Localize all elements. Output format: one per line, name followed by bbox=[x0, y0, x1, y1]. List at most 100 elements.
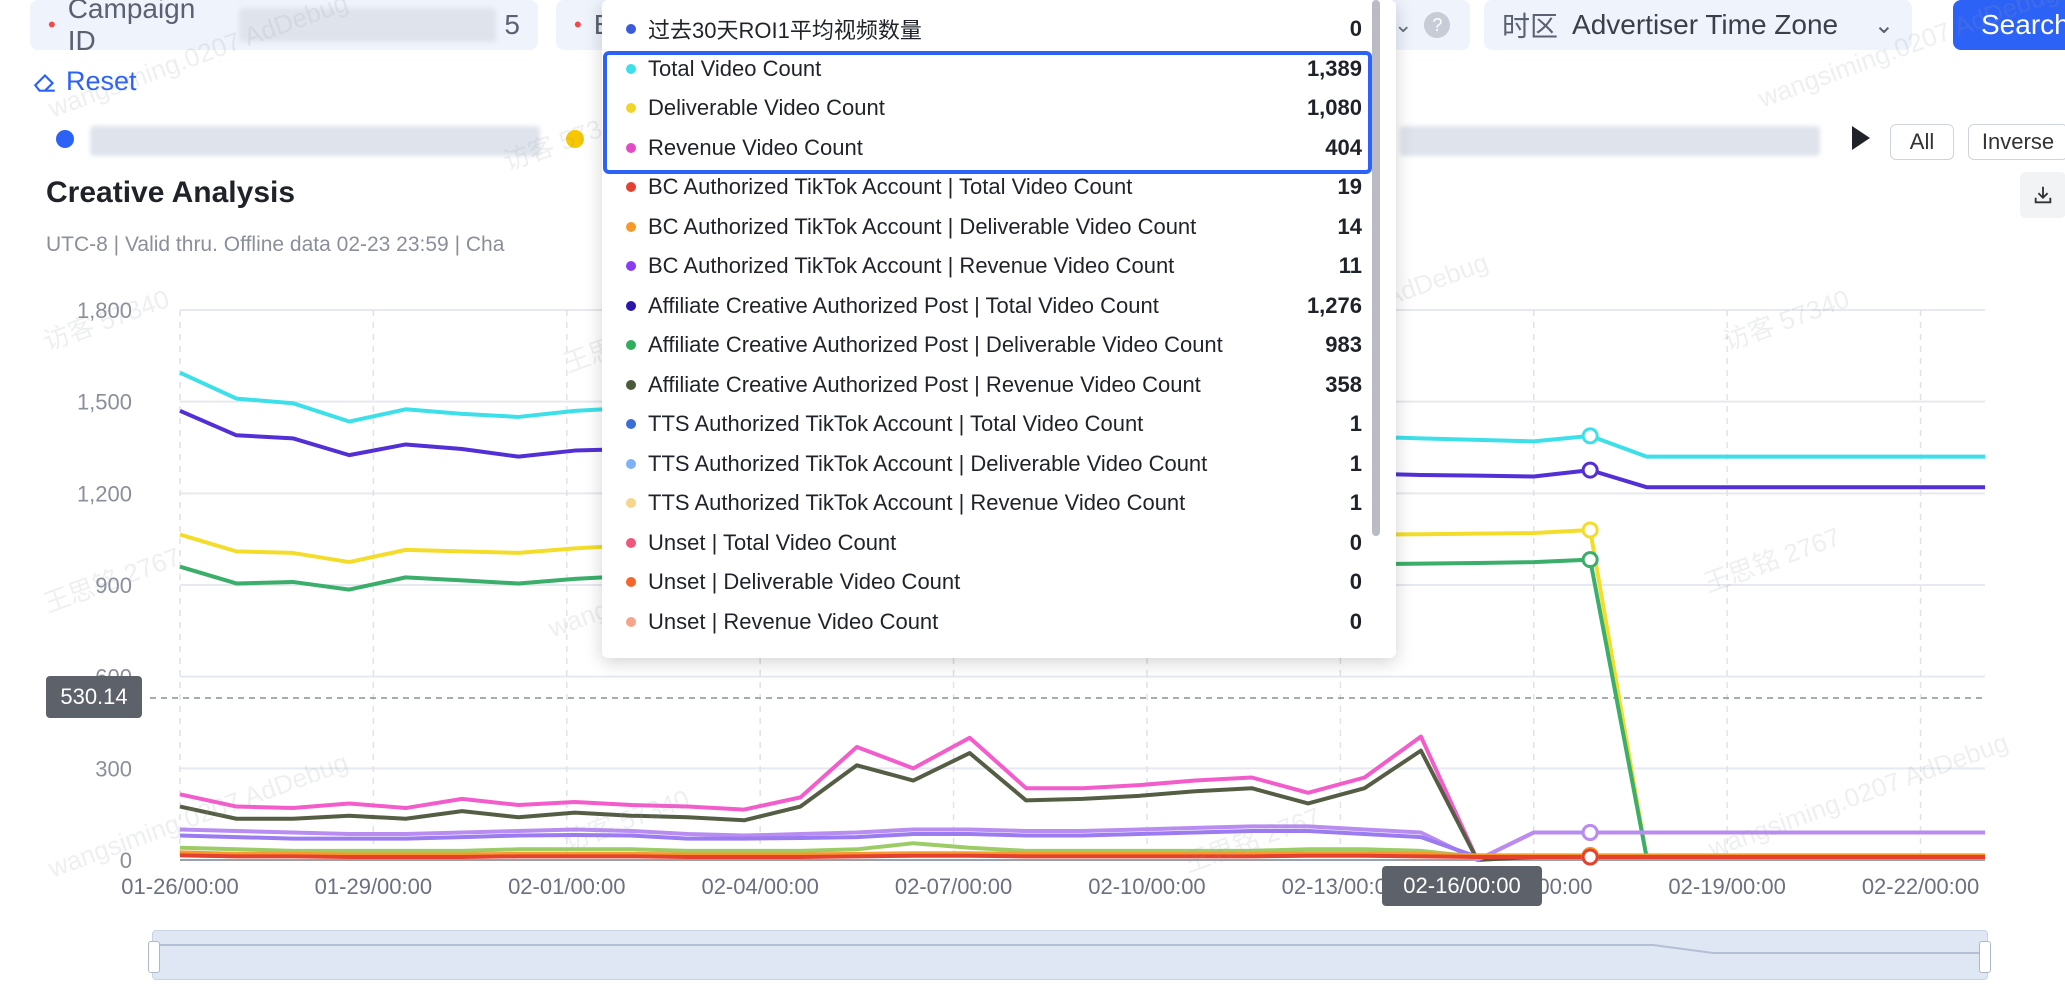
y-tick-label: 0 bbox=[120, 848, 132, 873]
search-button[interactable]: Search bbox=[1953, 0, 2065, 50]
slider-left-handle[interactable] bbox=[148, 941, 160, 973]
hover-point-affiliate_total bbox=[1581, 461, 1599, 479]
campaign-id-label: Campaign ID bbox=[67, 0, 196, 56]
chevron-down-icon: ⌄ bbox=[1394, 12, 1413, 37]
series-label: TTS Authorized TikTok Account | Total Vi… bbox=[648, 411, 1144, 436]
series-label: Affiliate Creative Authorized Post | Rev… bbox=[648, 371, 1201, 397]
series-dot bbox=[626, 379, 636, 390]
hover-point-bc_revenue_purple bbox=[1581, 824, 1599, 841]
series-line-bc_revenue_purple bbox=[179, 824, 1985, 862]
chart-tooltip: 过去30天ROI1平均视频数量 0 Total Video Count 1,389 De… bbox=[602, 0, 1396, 658]
legend-all-button[interactable]: All bbox=[1890, 124, 1954, 160]
series-line-affiliate_revenue bbox=[179, 748, 1985, 862]
series-value: 1,389 bbox=[1306, 55, 1362, 81]
series-dot bbox=[626, 103, 636, 113]
legend-next-icon[interactable] bbox=[1852, 126, 1870, 150]
series-label: BC Authorized TikTok Account | Revenue V… bbox=[648, 253, 1175, 278]
hover-point-misc_red bbox=[1581, 848, 1599, 866]
series-dot bbox=[626, 142, 636, 153]
tooltip-row: TTS Authorized TikTok Account | Total Vi… bbox=[626, 404, 1362, 444]
series-value: 1 bbox=[1349, 411, 1362, 436]
series-value: 0 bbox=[1349, 16, 1362, 41]
series-dot bbox=[626, 182, 636, 192]
series-value: 983 bbox=[1325, 332, 1362, 357]
series-line-misc_red bbox=[179, 853, 1985, 859]
download-button[interactable] bbox=[2020, 172, 2065, 218]
legend-dot[interactable] bbox=[56, 130, 74, 148]
tooltip-row: TTS Authorized TikTok Account | Revenue … bbox=[626, 483, 1362, 523]
tooltip-row: Unset | Total Video Count 0 bbox=[626, 523, 1362, 563]
series-dot bbox=[626, 24, 636, 34]
tooltip-row: Affiliate Creative Authorized Post | Tot… bbox=[626, 286, 1362, 326]
timezone-label: 时区 bbox=[1502, 11, 1559, 42]
series-dot bbox=[626, 300, 636, 311]
tooltip-row: Deliverable Video Count 1,080 bbox=[626, 88, 1362, 128]
tooltip-row: BC Authorized TikTok Account | Total Vid… bbox=[626, 167, 1362, 207]
y-tick-label: 1,500 bbox=[77, 390, 132, 415]
reset-label: Reset bbox=[66, 66, 137, 96]
series-dot bbox=[626, 577, 636, 587]
series-label: Unset | Deliverable Video Count bbox=[648, 569, 961, 594]
series-dot bbox=[626, 616, 636, 627]
campaign-id-suffix: 5 bbox=[504, 9, 520, 40]
y-tick-label: 900 bbox=[95, 573, 132, 598]
series-label: TTS Authorized TikTok Account | Revenue … bbox=[648, 490, 1186, 515]
x-tick-label: 02-01/00:00 bbox=[508, 874, 625, 899]
chart-legend bbox=[0, 122, 2065, 162]
series-label: BC Authorized TikTok Account | Total Vid… bbox=[648, 174, 1133, 199]
timezone-select[interactable]: 时区 Advertiser Time Zone ⌄ bbox=[1484, 0, 1912, 50]
series-value: 19 bbox=[1337, 174, 1362, 199]
data-validity-note: UTC-8 | Valid thru. Offline data 02-23 2… bbox=[46, 233, 505, 256]
x-tick-label: 01-26/00:00 bbox=[121, 874, 238, 899]
legend-dot[interactable] bbox=[566, 130, 584, 148]
x-tick-label: 02-10/00:00 bbox=[1088, 874, 1205, 899]
series-value: 11 bbox=[1338, 253, 1362, 278]
chevron-down-icon: ⌄ bbox=[1873, 11, 1894, 39]
series-dot bbox=[626, 261, 636, 271]
series-label: Affiliate Creative Authorized Post | Del… bbox=[648, 332, 1223, 357]
tooltip-row: Affiliate Creative Authorized Post | Del… bbox=[626, 325, 1362, 365]
x-tick-label: 02-07/00:00 bbox=[895, 874, 1012, 899]
series-dot bbox=[626, 340, 636, 350]
series-label: Unset | Revenue Video Count bbox=[648, 608, 939, 634]
slider-right-handle[interactable] bbox=[1979, 941, 1991, 973]
timezone-value: Advertiser Time Zone bbox=[1572, 9, 1839, 40]
series-value: 358 bbox=[1325, 371, 1362, 397]
crosshair-x-value: 02-16/00:00 bbox=[1382, 866, 1542, 906]
series-label: 过去30天ROI1平均视频数量 bbox=[648, 18, 922, 43]
tooltip-row: Unset | Deliverable Video Count 0 bbox=[626, 562, 1362, 602]
series-label: Total Video Count bbox=[648, 55, 822, 81]
tooltip-row: BC Authorized TikTok Account | Revenue V… bbox=[626, 246, 1362, 286]
reset-button[interactable]: Reset bbox=[32, 66, 137, 97]
hover-point-deliverable bbox=[1581, 521, 1599, 539]
tooltip-row: Total Video Count 1,389 bbox=[626, 49, 1362, 89]
hover-point-affiliate_deliverable bbox=[1581, 551, 1599, 569]
download-icon bbox=[2034, 186, 2052, 204]
series-dot bbox=[626, 498, 636, 508]
series-label: Revenue Video Count bbox=[648, 134, 863, 160]
series-value: 0 bbox=[1349, 529, 1362, 555]
redacted-legend bbox=[90, 126, 540, 156]
highlight-box bbox=[603, 51, 1372, 174]
tooltip-scrollbar[interactable] bbox=[1372, 0, 1380, 536]
series-label: BC Authorized TikTok Account | Deliverab… bbox=[648, 213, 1197, 239]
tooltip-row: BC Authorized TikTok Account | Deliverab… bbox=[626, 207, 1362, 247]
x-tick-label: 02-04/00:00 bbox=[701, 874, 818, 899]
series-value: 14 bbox=[1337, 213, 1362, 239]
series-dot bbox=[626, 458, 636, 469]
help-icon[interactable]: ? bbox=[1424, 12, 1451, 38]
y-tick-label: 300 bbox=[95, 756, 132, 781]
time-range-slider[interactable] bbox=[148, 930, 1991, 980]
tooltip-row: Unset | Revenue Video Count 0 bbox=[626, 602, 1362, 642]
series-label: Affiliate Creative Authorized Post | Tot… bbox=[648, 292, 1159, 318]
tooltip-row: Affiliate Creative Authorized Post | Rev… bbox=[626, 365, 1362, 405]
legend-inverse-button[interactable]: Inverse bbox=[1968, 124, 2065, 160]
x-tick-label: 01-29/00:00 bbox=[315, 874, 432, 899]
series-label: Unset | Total Video Count bbox=[648, 529, 897, 555]
x-tick-label: 02-22/00:00 bbox=[1862, 874, 1979, 899]
redacted-legend bbox=[1400, 126, 1820, 156]
y-tick-label: 1,200 bbox=[77, 481, 132, 506]
tooltip-row: Revenue Video Count 404 bbox=[626, 128, 1362, 168]
series-dot bbox=[626, 537, 636, 548]
campaign-id-filter[interactable]: • Campaign ID 5 bbox=[30, 0, 538, 56]
